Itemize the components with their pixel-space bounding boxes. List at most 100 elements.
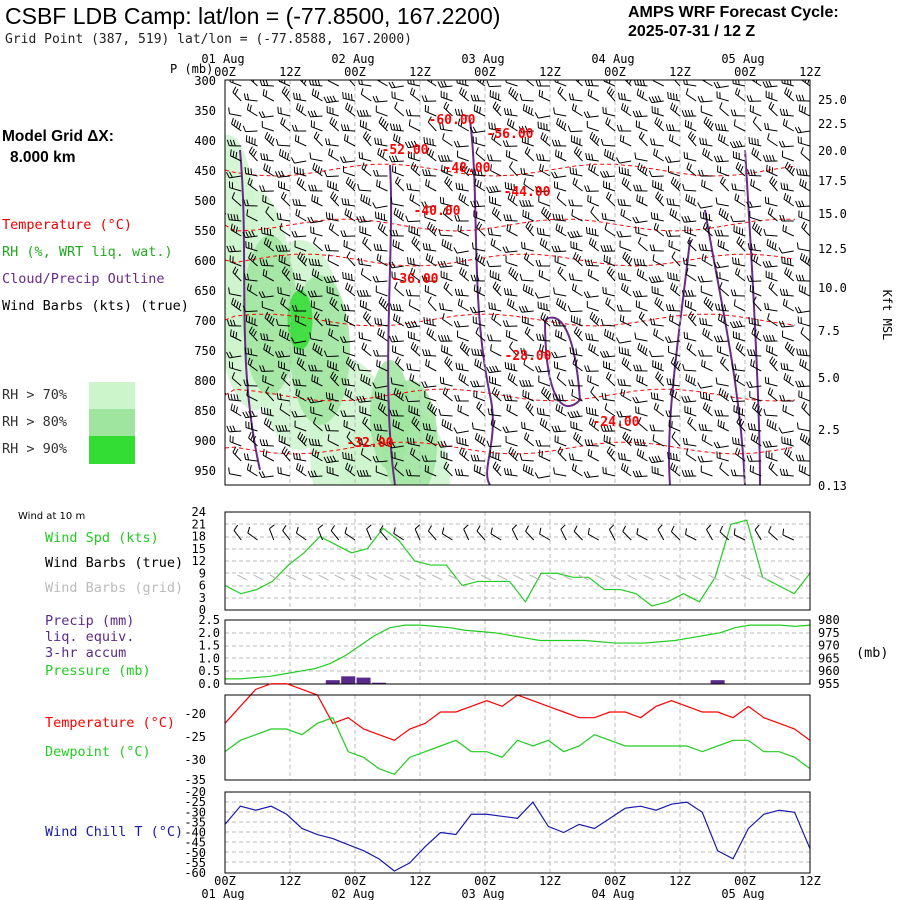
wind-barb	[488, 122, 491, 129]
wind-barb	[543, 388, 547, 395]
wind-barb	[640, 313, 645, 320]
wind-barb	[493, 314, 497, 321]
wind-barb	[425, 253, 429, 260]
wind-barb	[408, 289, 412, 296]
wind-barb	[670, 272, 672, 280]
wind-barb	[232, 272, 242, 282]
wind-barb	[247, 347, 250, 355]
wind-barb	[619, 98, 632, 102]
wind-barb	[609, 151, 612, 159]
wind-barb	[277, 144, 291, 147]
wind-barb	[538, 233, 551, 237]
wind-barb	[424, 201, 428, 208]
wind-barb	[648, 350, 653, 357]
wind-barb	[720, 420, 722, 428]
wind-barb	[557, 425, 561, 432]
wind-barb	[554, 293, 567, 297]
wind-barb	[603, 254, 606, 262]
wind-barb	[346, 251, 351, 258]
wind-barb	[554, 187, 567, 192]
wind-barb	[214, 366, 217, 372]
wind-barb	[311, 364, 314, 371]
wind-barb	[571, 199, 574, 206]
wind-barb	[625, 286, 629, 293]
wind-barb	[720, 304, 724, 311]
wind-barb	[311, 374, 314, 381]
wind-barb	[620, 102, 624, 110]
wind-barb	[443, 461, 448, 468]
wind-barb	[770, 389, 774, 396]
wind-barb	[323, 350, 328, 357]
wind-barb	[668, 239, 670, 247]
wind-barb	[226, 139, 230, 146]
wind-barb	[429, 138, 431, 145]
wind-barb	[408, 337, 421, 342]
wind-barb	[284, 244, 288, 252]
wind-barb	[259, 185, 263, 192]
wind-barb	[425, 364, 437, 372]
wind-barb	[782, 230, 794, 237]
wind-barb	[588, 343, 591, 350]
wind-barb	[737, 258, 740, 265]
wind-barb	[514, 92, 519, 100]
wind-barb	[444, 356, 449, 363]
wind-barb	[296, 532, 307, 541]
wind-barb	[799, 432, 803, 440]
wind-barb	[554, 329, 557, 336]
wind-barb	[372, 456, 377, 463]
wind-barb	[635, 158, 648, 162]
wind-barb	[372, 202, 377, 209]
wind-barb	[604, 403, 608, 410]
wind-barb	[291, 231, 295, 238]
wind-barb	[807, 258, 810, 265]
wind-barb	[284, 257, 286, 264]
wind-barb	[508, 446, 512, 454]
wind-barb	[524, 332, 535, 342]
wind-barb	[295, 526, 299, 534]
wind-barb	[456, 250, 469, 254]
wind-barb	[359, 443, 372, 447]
wind-barb	[687, 311, 693, 318]
wind-barb	[230, 155, 242, 162]
wind-barb	[457, 82, 469, 87]
wind-barb	[801, 227, 810, 237]
wind-barb	[440, 80, 445, 88]
wind-barb	[460, 194, 464, 201]
wind-barb	[437, 441, 442, 448]
wind-barb	[364, 238, 368, 245]
grid-wind-barb	[692, 574, 703, 581]
wind-barb	[334, 195, 339, 202]
wind-barb	[553, 287, 555, 294]
wind-barb	[641, 451, 645, 459]
wind-barb	[587, 259, 591, 266]
wind-barb	[409, 305, 421, 312]
temperature-tick: -30	[184, 753, 206, 767]
wind-barb	[311, 88, 315, 95]
wind-barb	[560, 524, 566, 530]
wind-barb	[539, 408, 542, 415]
wind-barb	[388, 335, 393, 343]
wind-barb	[681, 110, 685, 117]
wind-barb	[652, 440, 664, 447]
wind-barb	[494, 283, 499, 290]
wind-barb	[610, 450, 615, 457]
wind-barb	[339, 156, 344, 163]
wind-barb	[651, 355, 664, 358]
wind-barb	[535, 186, 539, 193]
wind-barb	[652, 112, 664, 117]
wind-barb	[332, 275, 337, 282]
wind-barb	[340, 124, 344, 131]
wind-barb	[511, 524, 518, 530]
wind-barb	[536, 407, 539, 414]
wind-barb	[719, 176, 724, 183]
wind-barb	[285, 90, 290, 97]
wind-barb	[698, 349, 701, 357]
wind-barb	[801, 380, 805, 387]
wind-barb	[329, 116, 333, 124]
wind-barb	[791, 347, 795, 355]
wind-barb	[690, 122, 692, 129]
precip-label-2: liq. equiv.	[45, 629, 134, 645]
wind-barb	[457, 224, 460, 231]
wind-speed-tick: 0	[199, 603, 206, 617]
wind-speed-tick: 12	[192, 554, 206, 568]
